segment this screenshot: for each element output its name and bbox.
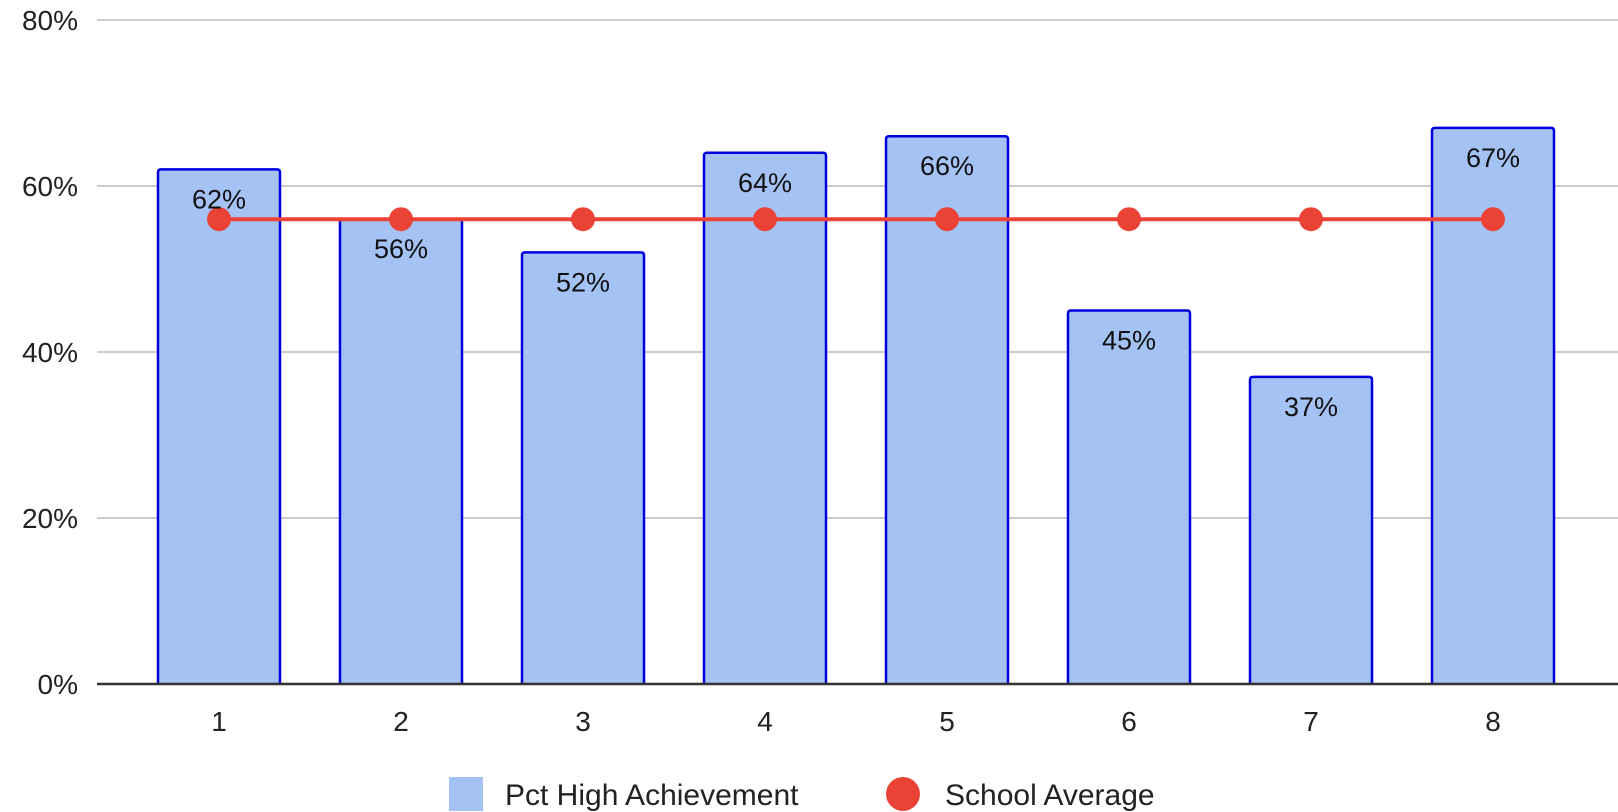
legend-label-pct-high-achievement: Pct High Achievement	[505, 779, 799, 812]
y-tick-label: 20%	[22, 503, 78, 534]
y-tick-label: 80%	[22, 5, 78, 36]
school-average-point	[571, 207, 595, 232]
bar-data-label: 56%	[374, 234, 428, 264]
x-tick-label: 6	[1121, 706, 1137, 737]
line-series	[207, 207, 1505, 232]
bar	[1430, 126, 1556, 684]
bar	[884, 134, 1010, 684]
bar-data-label: 62%	[192, 184, 246, 214]
x-axis: 1 2 3 4 5 6 7 8	[97, 682, 1618, 737]
legend-marker-school-average	[886, 777, 920, 811]
y-tick-label: 60%	[22, 171, 78, 202]
bar-data-label: 37%	[1284, 392, 1338, 422]
x-tick-label: 5	[939, 706, 955, 737]
school-average-point	[389, 207, 413, 232]
school-average-point	[1481, 207, 1505, 232]
bar-data-label: 52%	[556, 267, 610, 297]
bar-data-label: 64%	[738, 168, 792, 198]
x-tick-label: 1	[211, 706, 227, 737]
bar-data-label: 66%	[920, 151, 974, 181]
grid-lines	[97, 19, 1618, 519]
bar	[338, 217, 464, 684]
x-tick-label: 4	[757, 706, 773, 737]
bar	[520, 251, 646, 684]
x-tick-label: 8	[1485, 706, 1501, 737]
bar-data-label: 67%	[1466, 143, 1520, 173]
y-tick-label: 40%	[22, 337, 78, 368]
school-average-point	[1299, 207, 1323, 232]
bar	[1248, 375, 1374, 684]
school-average-point	[753, 207, 777, 232]
data-labels: 62% 56% 52% 64% 66% 45% 37% 67%	[192, 143, 1520, 422]
bar	[702, 151, 828, 684]
x-tick-label: 7	[1303, 706, 1319, 737]
legend-label-school-average: School Average	[945, 779, 1155, 812]
y-tick-label: 0%	[38, 669, 78, 700]
legend-swatch-pct-high-achievement	[449, 777, 483, 811]
school-average-point	[1117, 207, 1141, 232]
bar	[1066, 309, 1192, 684]
x-tick-label: 2	[393, 706, 409, 737]
y-axis: 0% 20% 40% 60% 80%	[22, 5, 78, 700]
bar-series	[156, 126, 1556, 684]
bar	[156, 168, 282, 684]
x-tick-label: 3	[575, 706, 591, 737]
school-average-point	[207, 207, 231, 232]
legend: Pct High Achievement School Average	[449, 777, 1155, 812]
bar-data-label: 45%	[1102, 326, 1156, 356]
school-average-point	[935, 207, 959, 232]
